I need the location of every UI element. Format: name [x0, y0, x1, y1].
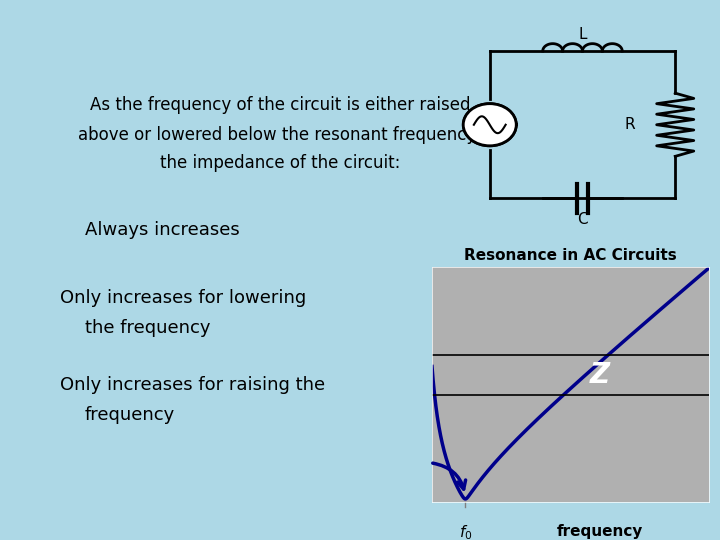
Text: the impedance of the circuit:: the impedance of the circuit:	[160, 154, 400, 172]
Text: C: C	[577, 212, 588, 227]
Text: As the frequency of the circuit is either raised: As the frequency of the circuit is eithe…	[90, 96, 470, 114]
Text: frequency: frequency	[85, 406, 175, 424]
Text: the frequency: the frequency	[85, 319, 210, 337]
Circle shape	[463, 104, 516, 146]
Text: Only increases for raising the: Only increases for raising the	[60, 376, 325, 394]
Text: above or lowered below the resonant frequency,: above or lowered below the resonant freq…	[78, 126, 482, 144]
Text: Z: Z	[590, 361, 610, 389]
Text: Only increases for lowering: Only increases for lowering	[60, 289, 306, 307]
Title: Resonance in AC Circuits: Resonance in AC Circuits	[464, 248, 677, 264]
Text: Always increases: Always increases	[85, 221, 240, 239]
Text: $f_0$: $f_0$	[459, 524, 472, 540]
Text: L: L	[578, 26, 587, 42]
Text: R: R	[625, 117, 636, 132]
Text: frequency: frequency	[557, 524, 643, 538]
